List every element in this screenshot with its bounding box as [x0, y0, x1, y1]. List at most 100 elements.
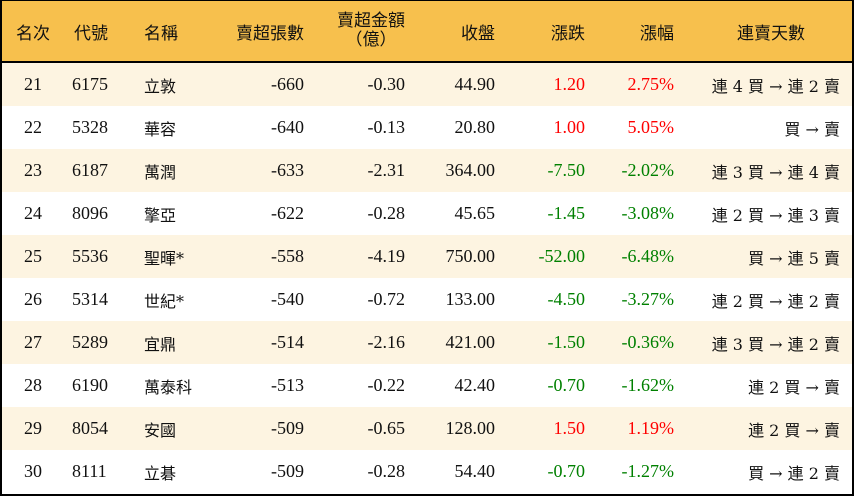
change-cell: -52.00	[538, 246, 586, 266]
consecutive-days-cell: 連 2 買 → 賣	[748, 377, 840, 397]
net-sell-amount-cell: -0.13	[367, 117, 406, 137]
net-sell-amount-cell: -2.16	[367, 332, 406, 352]
close-cell: 45.65	[454, 203, 496, 223]
table-row: 22 5328 華容 -640 -0.13 20.80 1.00 5.05% 買 → 賣	[2, 106, 852, 149]
change-pct-cell: -0.36%	[621, 332, 675, 352]
change-pct-cell: -2.02%	[621, 160, 675, 180]
rank-cell: 21	[24, 74, 42, 94]
close-cell: 128.00	[445, 418, 496, 438]
net-sell-volume-cell: -513	[271, 375, 304, 395]
rank-cell: 27	[24, 332, 42, 352]
name-cell: 萬泰科	[144, 377, 193, 397]
rank-cell: 28	[24, 375, 42, 395]
table-row: 28 6190 萬泰科 -513 -0.22 42.40 -0.70 -1.62% 連 2 買 …	[2, 364, 852, 407]
table-row: 29 8054 安國 -509 -0.65 128.00 1.50 1.19% 連 2 買 → …	[2, 407, 852, 450]
rank-cell: 25	[24, 246, 42, 266]
name-cell: 華容	[144, 119, 177, 139]
consecutive-days-cell: 連 4 買 → 連 2 賣	[711, 76, 840, 96]
net-sell-volume-cell: -509	[271, 461, 304, 481]
consecutive-days-cell: 連 3 買 → 連 4 賣	[711, 162, 840, 182]
close-cell: 421.00	[445, 332, 496, 352]
close-cell: 20.80	[454, 117, 496, 137]
net-sell-volume-cell: -558	[271, 246, 304, 266]
name-cell: 聖暉*	[144, 248, 185, 268]
close-cell: 42.40	[454, 375, 496, 395]
header-close: 收盤	[461, 23, 495, 44]
change-pct-cell: 2.75%	[627, 74, 675, 94]
name-cell: 安國	[144, 420, 177, 440]
table-row: 23 6187 萬潤 -633 -2.31 364.00 -7.50 -2.02% 連 3 買 …	[2, 149, 852, 192]
code-cell: 5536	[72, 246, 108, 266]
change-cell: 1.20	[553, 74, 586, 94]
net-sell-volume-cell: -640	[271, 117, 304, 137]
code-cell: 6190	[72, 375, 108, 395]
close-cell: 364.00	[445, 160, 496, 180]
change-cell: -1.50	[547, 332, 586, 352]
table-row: 26 5314 世紀* -540 -0.72 133.00 -4.50 -3.27% 連 2 買…	[2, 278, 852, 321]
net-sell-volume-cell: -540	[271, 289, 304, 309]
net-sell-amount-cell: -0.28	[367, 461, 406, 481]
rank-cell: 29	[24, 418, 42, 438]
consecutive-days-cell: 連 2 買 → 連 2 賣	[711, 291, 840, 311]
header-code: 代號	[74, 23, 108, 44]
header-rank: 名次	[16, 23, 50, 44]
net-sell-volume-cell: -633	[271, 160, 304, 180]
header-net-sell-amount-line2: （億）	[345, 30, 397, 50]
consecutive-days-cell: 連 3 買 → 連 2 賣	[711, 334, 840, 354]
code-cell: 5328	[72, 117, 108, 137]
header-name: 名稱	[144, 23, 178, 44]
code-cell: 8054	[72, 418, 108, 438]
header-net-sell-amount: 賣超金額 （億）	[304, 12, 405, 50]
consecutive-days-cell: 買 → 連 5 賣	[748, 248, 840, 268]
net-sell-volume-cell: -509	[271, 418, 304, 438]
header-net-sell-amount-line1: 賣超金額	[337, 11, 405, 31]
net-sell-amount-cell: -0.22	[367, 375, 406, 395]
change-cell: -4.50	[547, 289, 586, 309]
name-cell: 擎亞	[144, 205, 177, 225]
change-cell: -1.45	[547, 203, 586, 223]
consecutive-days-cell: 買 → 連 2 賣	[748, 463, 840, 483]
change-pct-cell: -6.48%	[621, 246, 675, 266]
header-net-sell-volume: 賣超張數	[236, 23, 304, 44]
table-row: 27 5289 宜鼎 -514 -2.16 421.00 -1.50 -0.36% 連 3 買 …	[2, 321, 852, 364]
net-sell-amount-cell: -4.19	[367, 246, 406, 266]
net-sell-amount-cell: -0.28	[367, 203, 406, 223]
name-cell: 宜鼎	[144, 334, 177, 354]
net-sell-amount-cell: -0.72	[367, 289, 406, 309]
code-cell: 6187	[72, 160, 108, 180]
consecutive-days-cell: 買 → 賣	[784, 119, 840, 139]
change-pct-cell: -1.27%	[621, 461, 675, 481]
net-sell-volume-cell: -660	[271, 74, 304, 94]
consecutive-days-cell: 連 2 買 → 連 3 賣	[711, 205, 840, 225]
table-row: 25 5536 聖暉* -558 -4.19 750.00 -52.00 -6.48% 買 → …	[2, 235, 852, 278]
net-sell-amount-cell: -0.65	[367, 418, 406, 438]
close-cell: 44.90	[454, 74, 496, 94]
header-change: 漲跌	[551, 23, 585, 44]
change-pct-cell: -3.27%	[621, 289, 675, 309]
table-row: 30 8111 立碁 -509 -0.28 54.40 -0.70 -1.27% 買 → 連 2…	[2, 450, 852, 493]
rank-cell: 26	[24, 289, 42, 309]
name-cell: 萬潤	[144, 162, 177, 182]
change-cell: -7.50	[547, 160, 586, 180]
change-cell: 1.50	[553, 418, 586, 438]
name-cell: 世紀*	[144, 291, 185, 311]
code-cell: 5314	[72, 289, 108, 309]
code-cell: 5289	[72, 332, 108, 352]
change-pct-cell: -1.62%	[621, 375, 675, 395]
rank-cell: 22	[24, 117, 42, 137]
code-cell: 8096	[72, 203, 108, 223]
rank-cell: 30	[24, 461, 42, 481]
change-cell: -0.70	[547, 375, 586, 395]
header-consecutive-days: 連賣天數	[737, 23, 805, 44]
close-cell: 750.00	[445, 246, 496, 266]
name-cell: 立敦	[144, 76, 177, 96]
net-sell-amount-cell: -0.30	[367, 74, 406, 94]
net-sell-volume-cell: -622	[271, 203, 304, 223]
change-pct-cell: -3.08%	[621, 203, 675, 223]
table-header: 名次 代號 名稱 賣超張數 賣超金額 （億） 收盤 漲跌 漲幅 連賣天數	[2, 1, 852, 63]
name-cell: 立碁	[144, 463, 177, 483]
table-row: 24 8096 擎亞 -622 -0.28 45.65 -1.45 -3.08% 連 2 買 →…	[2, 192, 852, 235]
code-cell: 8111	[72, 461, 107, 481]
table-body: 21 6175 立敦 -660 -0.30 44.90 1.20 2.75% 連 4 買 → 連…	[2, 63, 852, 493]
